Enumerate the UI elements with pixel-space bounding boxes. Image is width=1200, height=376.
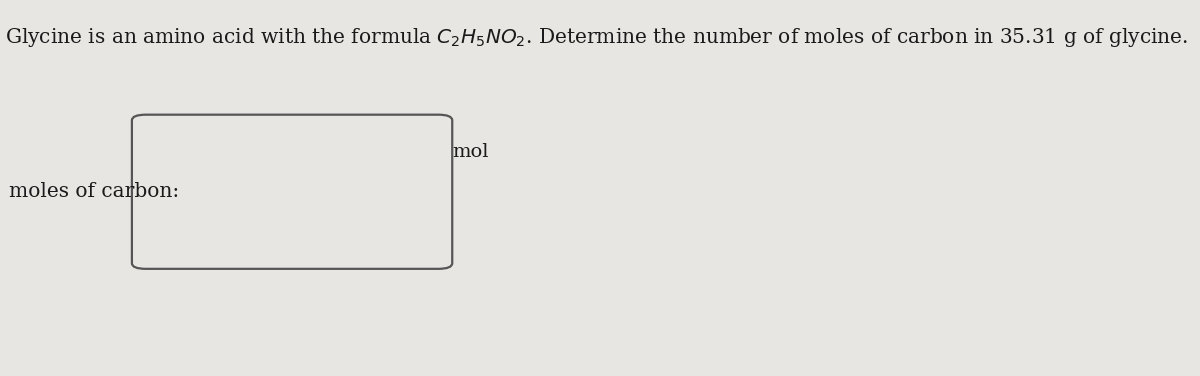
FancyBboxPatch shape — [132, 115, 452, 269]
Text: Glycine is an amino acid with the formula $C_2H_5NO_2$. Determine the number of : Glycine is an amino acid with the formul… — [5, 26, 1188, 49]
Text: mol: mol — [452, 143, 488, 161]
Text: moles of carbon:: moles of carbon: — [10, 182, 180, 201]
